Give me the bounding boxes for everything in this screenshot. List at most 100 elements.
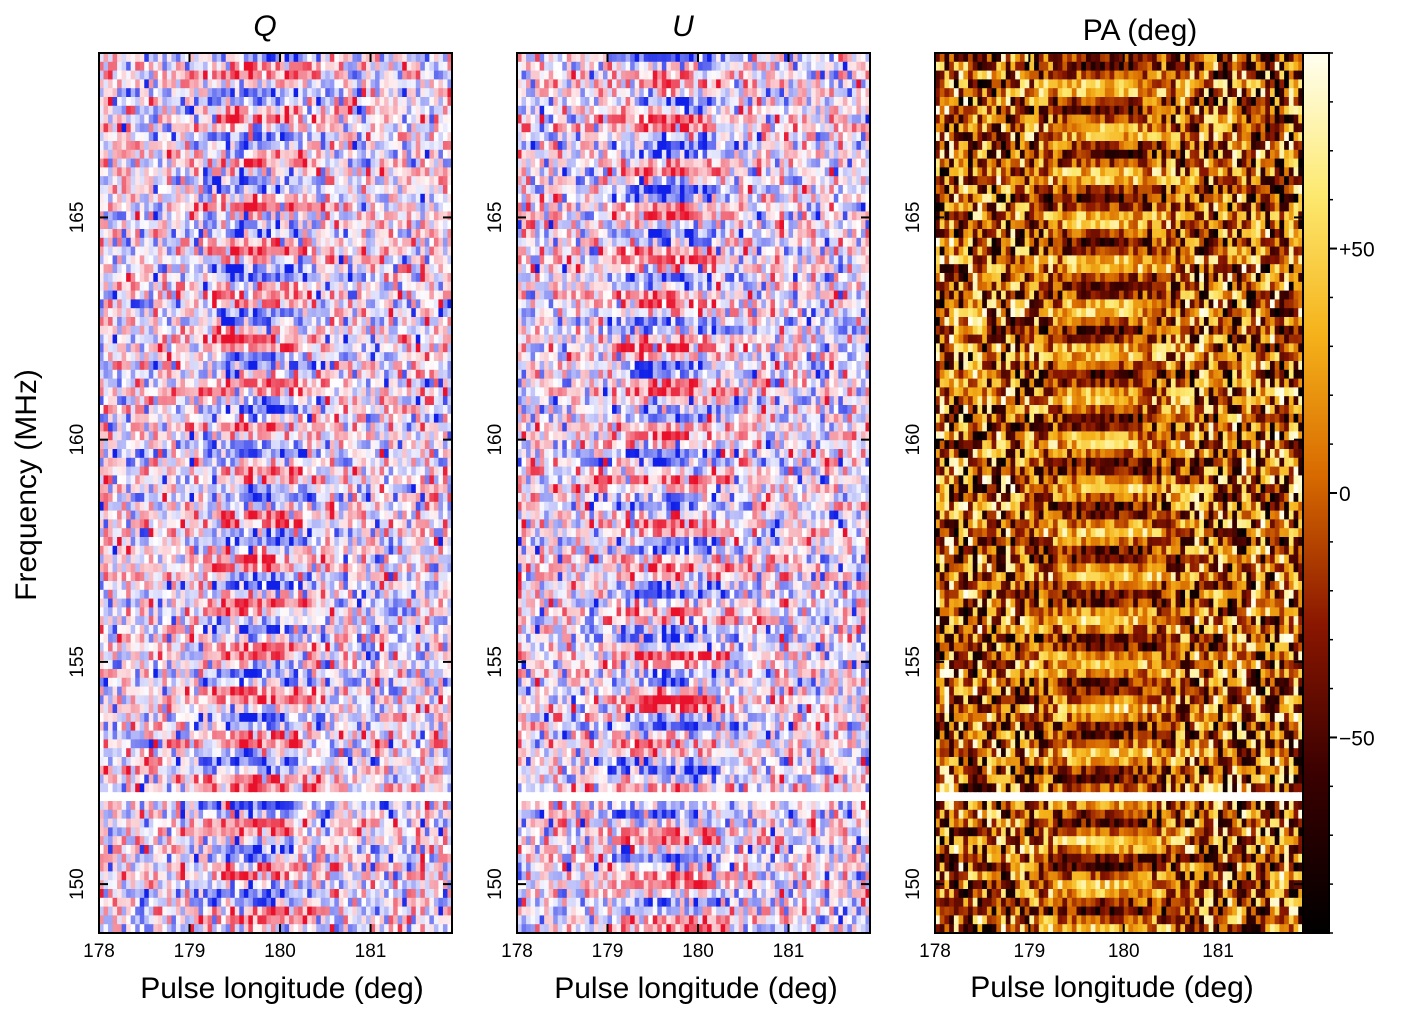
heatmap-cell bbox=[294, 203, 299, 212]
heatmap-cell bbox=[104, 291, 109, 300]
heatmap-cell bbox=[217, 396, 222, 405]
heatmap-cell bbox=[266, 352, 271, 361]
heatmap-cell bbox=[180, 62, 185, 71]
heatmap-cell bbox=[352, 88, 357, 97]
heatmap-cell bbox=[294, 396, 299, 405]
heatmap-cell bbox=[429, 203, 434, 212]
heatmap-cell bbox=[402, 291, 407, 300]
heatmap-cell bbox=[199, 247, 204, 256]
heatmap-cell bbox=[434, 317, 439, 326]
heatmap-cell bbox=[393, 106, 398, 115]
heatmap-cell bbox=[217, 97, 222, 106]
heatmap-cell bbox=[352, 291, 357, 300]
heatmap-cell bbox=[416, 115, 421, 124]
heatmap-cell bbox=[402, 220, 407, 229]
heatmap-cell bbox=[171, 88, 176, 97]
heatmap-cell bbox=[171, 264, 176, 273]
heatmap-cell bbox=[294, 370, 299, 379]
heatmap-cell bbox=[429, 176, 434, 185]
heatmap-cell bbox=[199, 141, 204, 150]
heatmap-cell bbox=[180, 291, 185, 300]
heatmap-cell bbox=[285, 326, 290, 335]
heatmap-cell bbox=[285, 106, 290, 115]
heatmap-cell bbox=[271, 264, 276, 273]
heatmap-cell bbox=[276, 405, 281, 414]
heatmap-cell bbox=[366, 106, 371, 115]
heatmap-cell bbox=[253, 115, 258, 124]
heatmap-cell bbox=[108, 255, 113, 264]
heatmap-cell bbox=[398, 379, 403, 388]
heatmap-cell bbox=[443, 379, 448, 388]
heatmap-cell bbox=[212, 211, 217, 220]
heatmap-cell bbox=[429, 132, 434, 141]
heatmap-cell bbox=[289, 229, 294, 238]
heatmap-cell bbox=[276, 370, 281, 379]
heatmap-cell bbox=[298, 150, 303, 159]
heatmap-cell bbox=[398, 317, 403, 326]
heatmap-cell bbox=[199, 370, 204, 379]
heatmap-cell bbox=[384, 335, 389, 344]
heatmap-cell bbox=[144, 132, 149, 141]
heatmap-cell bbox=[280, 194, 285, 203]
heatmap-cell bbox=[298, 247, 303, 256]
heatmap-cell bbox=[380, 335, 385, 344]
heatmap-cell bbox=[366, 62, 371, 71]
heatmap-cell bbox=[212, 150, 217, 159]
heatmap-cell bbox=[239, 370, 244, 379]
heatmap-cell bbox=[276, 88, 281, 97]
heatmap-cell bbox=[357, 150, 362, 159]
heatmap-cell bbox=[357, 352, 362, 361]
heatmap-cell bbox=[371, 141, 376, 150]
heatmap-cell bbox=[185, 405, 190, 414]
heatmap-cell bbox=[411, 123, 416, 132]
heatmap-cell bbox=[429, 273, 434, 282]
heatmap-cell bbox=[208, 97, 213, 106]
heatmap-cell bbox=[208, 159, 213, 168]
heatmap-cell bbox=[226, 220, 231, 229]
heatmap-cell bbox=[126, 247, 131, 256]
heatmap-cell bbox=[135, 71, 140, 80]
heatmap-cell bbox=[289, 317, 294, 326]
heatmap-cell bbox=[420, 291, 425, 300]
heatmap-cell bbox=[230, 273, 235, 282]
heatmap-cell bbox=[262, 317, 267, 326]
heatmap-cell bbox=[416, 308, 421, 317]
heatmap-cell bbox=[208, 62, 213, 71]
heatmap-cell bbox=[361, 255, 366, 264]
heatmap-cell bbox=[271, 291, 276, 300]
heatmap-cell bbox=[375, 273, 380, 282]
heatmap-cell bbox=[226, 264, 231, 273]
heatmap-cell bbox=[190, 62, 195, 71]
heatmap-cell bbox=[289, 299, 294, 308]
heatmap-cell bbox=[253, 141, 258, 150]
heatmap-cell bbox=[276, 396, 281, 405]
heatmap-cell bbox=[334, 414, 339, 423]
heatmap-cell bbox=[117, 106, 122, 115]
heatmap-cell bbox=[180, 176, 185, 185]
heatmap-cell bbox=[162, 53, 167, 62]
heatmap-cell bbox=[122, 141, 127, 150]
heatmap-cell bbox=[330, 238, 335, 247]
heatmap-cell bbox=[285, 335, 290, 344]
heatmap-cell bbox=[289, 387, 294, 396]
heatmap-cell bbox=[443, 335, 448, 344]
heatmap-cell bbox=[312, 361, 317, 370]
heatmap-cell bbox=[248, 282, 253, 291]
heatmap-cell bbox=[190, 273, 195, 282]
heatmap-cell bbox=[398, 247, 403, 256]
heatmap-cell bbox=[298, 176, 303, 185]
heatmap-cell bbox=[167, 176, 172, 185]
heatmap-cell bbox=[321, 361, 326, 370]
heatmap-cell bbox=[248, 229, 253, 238]
heatmap-cell bbox=[384, 379, 389, 388]
heatmap-cell bbox=[194, 282, 199, 291]
heatmap-cell bbox=[262, 150, 267, 159]
heatmap-cell bbox=[117, 220, 122, 229]
heatmap-cell bbox=[393, 88, 398, 97]
heatmap-cell bbox=[122, 308, 127, 317]
heatmap-cell bbox=[298, 211, 303, 220]
heatmap-cell bbox=[167, 150, 172, 159]
heatmap-cell bbox=[158, 203, 163, 212]
heatmap-cell bbox=[266, 97, 271, 106]
heatmap-cell bbox=[438, 88, 443, 97]
